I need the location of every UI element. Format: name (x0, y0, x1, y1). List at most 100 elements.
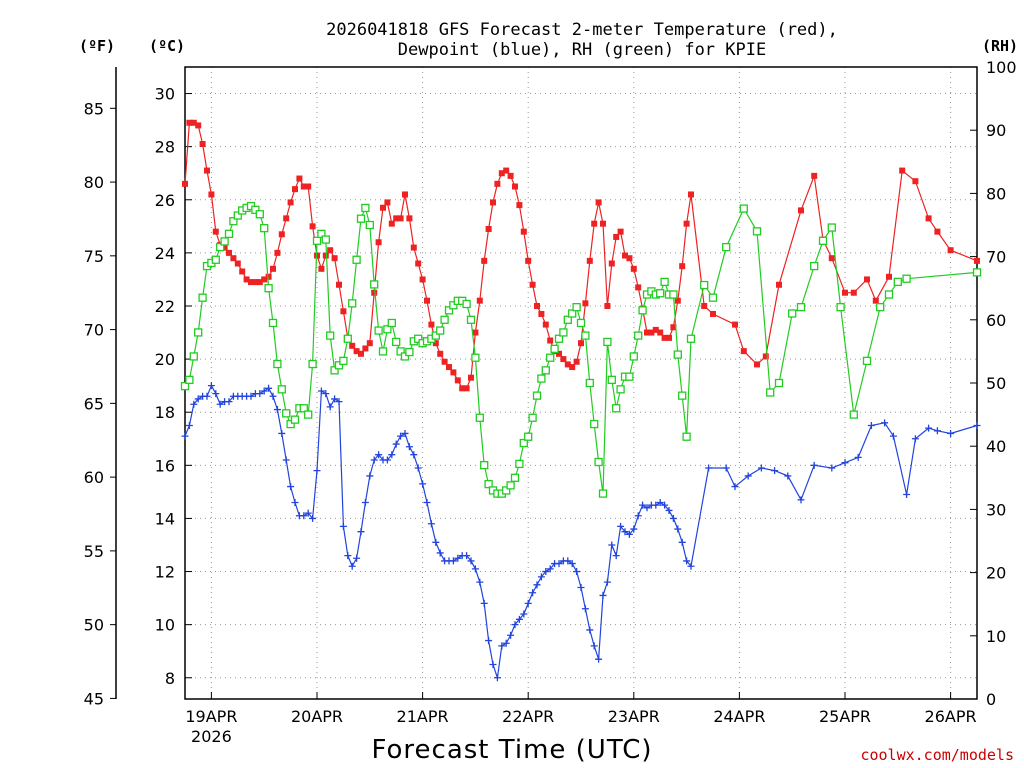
dewpoint-point (436, 549, 444, 557)
relative-humidity-point (466, 315, 476, 324)
dewpoint-point (529, 589, 537, 597)
rh-tick-label: 100 (986, 58, 1017, 77)
relative-humidity-point (739, 204, 748, 213)
dewpoint-point (375, 451, 383, 459)
relative-humidity-point (198, 293, 207, 302)
2-meter-temperature-point (292, 186, 298, 193)
relative-humidity-point (180, 382, 190, 391)
2-meter-temperature-point (762, 353, 769, 360)
2-meter-temperature-point (872, 297, 879, 304)
relative-humidity-point (669, 290, 678, 299)
2-meter-temperature-point (925, 215, 932, 222)
2-meter-temperature-point (454, 377, 461, 384)
2-meter-temperature-point (393, 215, 400, 222)
dewpoint-point (502, 639, 510, 647)
dewpoint-point (533, 581, 541, 589)
2-meter-temperature-point (485, 225, 492, 232)
relative-humidity-point (788, 309, 797, 318)
relative-humidity-point (678, 391, 687, 400)
dewpoint-point (366, 472, 374, 480)
2-meter-temperature-point (630, 265, 637, 272)
2-meter-temperature-point (481, 257, 488, 264)
dewpoint-point (889, 432, 897, 440)
dewpoint-point (423, 498, 431, 506)
dewpoint-point (784, 472, 792, 480)
relative-humidity-point (510, 473, 520, 482)
dewpoint-point (339, 522, 347, 530)
rh-tick-label: 60 (986, 311, 1006, 330)
relative-humidity-point (224, 229, 234, 238)
dewpoint-point (524, 599, 532, 607)
relative-humidity-point (528, 413, 537, 422)
time-tick-label: 20APR (291, 707, 343, 726)
dewpoint-point (722, 464, 730, 472)
relative-humidity-point (656, 289, 665, 298)
dewpoint-point (287, 483, 295, 491)
dewpoint-point (744, 472, 752, 480)
relative-humidity-point (356, 214, 366, 223)
dewpoint-point (405, 443, 413, 451)
time-tick-label: 19APR (185, 707, 237, 726)
celsius-tick-label: 10 (155, 616, 175, 635)
dewpoint-point (973, 421, 981, 429)
relative-humidity-point (396, 347, 405, 356)
relative-humidity-point (972, 268, 982, 277)
2-meter-temperature-point (322, 252, 329, 259)
2-meter-temperature-point (270, 265, 276, 272)
dewpoint-point (881, 419, 889, 427)
2-meter-temperature-point (674, 297, 681, 304)
2-meter-temperature-point (309, 223, 316, 230)
relative-humidity-point (752, 227, 762, 236)
relative-humidity-point (682, 432, 691, 441)
relative-humidity-point (471, 353, 480, 362)
credit-link[interactable]: coolwx.com/models (860, 746, 1014, 764)
2-meter-temperature-point (947, 247, 954, 254)
2-meter-temperature-point (912, 178, 919, 185)
dewpoint-point (731, 483, 739, 491)
relative-humidity-point (312, 236, 322, 245)
dewpoint-point (599, 591, 607, 599)
chart-title-line2: Dewpoint (blue), RH (green) for KPIE (398, 40, 766, 60)
relative-humidity-point (581, 331, 590, 340)
time-tick-label: 21APR (397, 707, 449, 726)
2-meter-temperature-point (402, 191, 408, 198)
celsius-tick-label: 26 (155, 191, 175, 210)
relative-humidity-point (414, 334, 423, 343)
celsius-tick-label: 18 (155, 403, 175, 422)
relative-humidity-point (506, 481, 515, 490)
celsius-tick-label: 30 (155, 85, 175, 104)
dewpoint-point (185, 421, 193, 429)
dewpoint-point (449, 557, 457, 565)
2-meter-temperature-point (182, 180, 188, 187)
dewpoint-point (603, 578, 611, 586)
2-meter-temperature-point (472, 329, 479, 336)
fahrenheit-tick-label: 80 (84, 173, 104, 192)
2-meter-temperature-point (415, 260, 422, 267)
relative-humidity-point (612, 404, 621, 413)
2-meter-temperature-point (248, 279, 254, 286)
dewpoint-point (313, 467, 321, 475)
relative-humidity-line (184, 205, 978, 495)
dewpoint-point (216, 400, 224, 408)
celsius-unit-label: (ºC) (149, 37, 185, 55)
relative-humidity-point (673, 350, 682, 359)
celsius-tick-label: 14 (155, 509, 175, 528)
2-meter-temperature-point (626, 255, 633, 262)
relative-humidity-point (378, 347, 388, 356)
time-tick-label: 22APR (502, 707, 554, 726)
2-meter-temperature-point (578, 340, 584, 347)
2-meter-temperature-point (410, 244, 417, 251)
relative-humidity-point (722, 242, 731, 252)
relative-humidity-point (440, 315, 449, 324)
2-meter-temperature-point (516, 202, 523, 209)
2-meter-temperature-point (300, 183, 307, 190)
2-meter-temperature-point (560, 356, 567, 363)
relative-humidity-point (370, 280, 379, 289)
rh-tick-label: 30 (986, 500, 1006, 519)
dewpoint-point (471, 565, 479, 573)
relative-humidity-point (598, 489, 608, 498)
2-meter-temperature-point (490, 199, 496, 206)
relative-humidity-point (189, 352, 198, 361)
2-meter-temperature-point (661, 334, 668, 341)
relative-humidity-point (462, 299, 471, 309)
